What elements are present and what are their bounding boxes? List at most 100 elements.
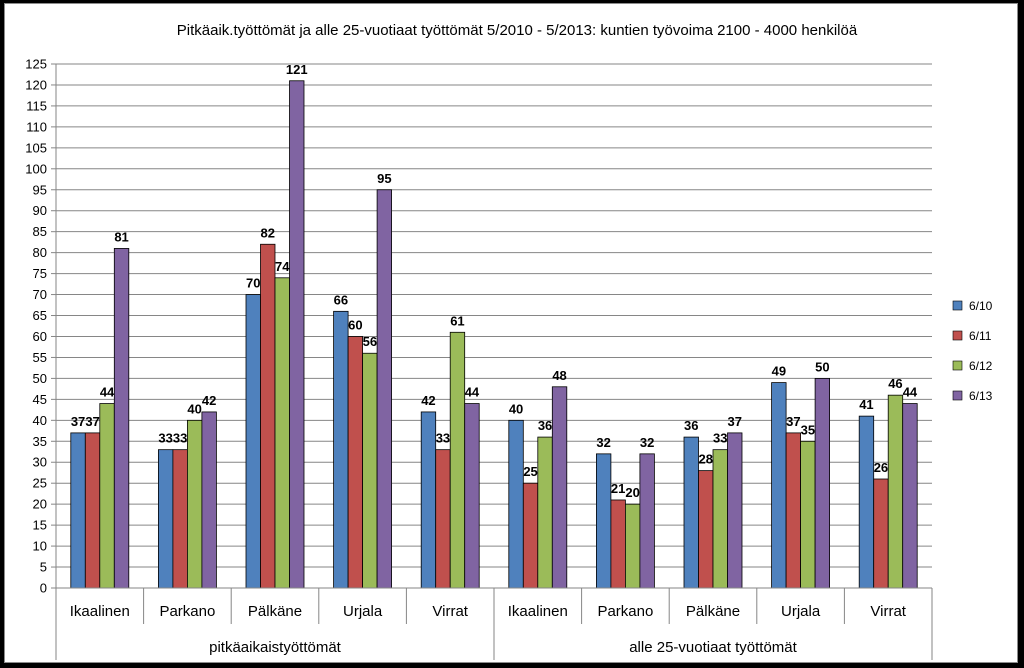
legend-swatch bbox=[952, 360, 963, 371]
data-label: 44 bbox=[100, 385, 115, 400]
bar bbox=[508, 419, 524, 589]
data-label: 95 bbox=[377, 171, 391, 186]
category-label: Urjala bbox=[343, 603, 383, 620]
y-tick-label: 40 bbox=[33, 413, 47, 428]
bar bbox=[289, 80, 305, 589]
category-label: Pälkäne bbox=[686, 603, 740, 620]
bar bbox=[362, 352, 378, 589]
data-label: 42 bbox=[421, 393, 435, 408]
data-label: 121 bbox=[286, 62, 308, 77]
bar bbox=[333, 310, 349, 589]
data-label: 46 bbox=[888, 376, 902, 391]
bar bbox=[712, 449, 728, 589]
group-label: pitkäaikaistyöttömät bbox=[209, 639, 342, 656]
bar bbox=[887, 394, 904, 589]
bar bbox=[771, 382, 787, 589]
legend-swatch bbox=[952, 300, 963, 311]
y-tick-label: 15 bbox=[33, 518, 47, 533]
y-tick-label: 30 bbox=[33, 455, 47, 470]
y-tick-label: 65 bbox=[33, 308, 47, 323]
bar bbox=[727, 432, 743, 589]
data-label: 36 bbox=[538, 418, 552, 433]
legend-swatch bbox=[952, 390, 963, 401]
bars bbox=[70, 80, 918, 589]
data-label: 37 bbox=[786, 414, 800, 429]
y-tick-label: 90 bbox=[33, 203, 47, 218]
bar bbox=[800, 440, 816, 589]
legend: 6/10 6/11 6/12 6/13 bbox=[952, 299, 993, 403]
data-label: 33 bbox=[158, 431, 172, 446]
y-tick-label: 55 bbox=[33, 350, 47, 365]
category-label: Virrat bbox=[432, 603, 468, 620]
y-tick-label: 125 bbox=[25, 57, 47, 72]
data-label: 37 bbox=[71, 414, 85, 429]
category-label: Pälkäne bbox=[248, 603, 302, 620]
category-labels: Ikaalinen Parkano Pälkäne Urjala Virrat Ikaal… bbox=[55, 588, 933, 660]
data-label: 37 bbox=[728, 414, 742, 429]
y-tick-label: 5 bbox=[40, 560, 47, 575]
y-tick-label: 80 bbox=[33, 245, 47, 260]
data-label: 48 bbox=[552, 368, 566, 383]
bar bbox=[347, 336, 364, 589]
legend-label: 6/10 bbox=[969, 299, 993, 313]
data-label: 41 bbox=[859, 397, 873, 412]
category-label: Parkano bbox=[597, 603, 653, 620]
bar bbox=[172, 449, 188, 589]
bar bbox=[420, 411, 437, 589]
bar bbox=[858, 415, 875, 589]
data-label: 61 bbox=[450, 313, 464, 328]
bar bbox=[245, 294, 261, 589]
group-label: alle 25-vuotiaat työttömät bbox=[629, 639, 797, 656]
data-label: 40 bbox=[187, 401, 201, 416]
bar bbox=[785, 432, 801, 589]
y-tick-label: 35 bbox=[33, 434, 47, 449]
chart-title: Pitkäaik.työttömät ja alle 25-vuotiaat t… bbox=[177, 22, 858, 39]
y-tick-label: 110 bbox=[26, 119, 47, 134]
bar bbox=[537, 436, 553, 589]
legend-label: 6/12 bbox=[969, 359, 993, 373]
data-label: 82 bbox=[261, 225, 275, 240]
bar bbox=[84, 432, 101, 589]
y-tick-label: 100 bbox=[25, 161, 47, 176]
data-label: 28 bbox=[699, 452, 713, 467]
chart-frame: Pitkäaik.työttömät ja alle 25-vuotiaat t… bbox=[4, 3, 1018, 663]
bar bbox=[596, 453, 612, 589]
category-label: Parkano bbox=[159, 603, 215, 620]
data-label: 49 bbox=[772, 364, 786, 379]
bar bbox=[522, 482, 539, 589]
bar bbox=[201, 411, 217, 589]
data-label: 33 bbox=[173, 431, 187, 446]
legend-label: 6/11 bbox=[969, 329, 992, 343]
bar bbox=[274, 277, 290, 589]
bar bbox=[873, 478, 889, 589]
bar bbox=[639, 453, 655, 589]
y-tick-label: 115 bbox=[26, 98, 47, 113]
bar-chart: Pitkäaik.työttömät ja alle 25-vuotiaat t… bbox=[25, 22, 993, 660]
data-label: 81 bbox=[114, 229, 128, 244]
y-tick-label: 85 bbox=[33, 224, 47, 239]
data-label: 40 bbox=[509, 401, 523, 416]
data-label: 32 bbox=[640, 435, 654, 450]
data-label: 36 bbox=[684, 418, 698, 433]
bar bbox=[113, 248, 130, 589]
bar bbox=[464, 403, 480, 589]
bar bbox=[70, 432, 86, 589]
category-label: Ikaalinen bbox=[70, 603, 130, 620]
data-label: 74 bbox=[275, 259, 290, 274]
data-label: 56 bbox=[363, 334, 377, 349]
y-tick-label: 70 bbox=[33, 287, 47, 302]
data-label: 44 bbox=[903, 385, 918, 400]
data-label: 35 bbox=[801, 422, 815, 437]
data-label: 25 bbox=[523, 464, 537, 479]
bar bbox=[698, 470, 714, 589]
data-label: 50 bbox=[815, 359, 829, 374]
data-label: 32 bbox=[596, 435, 610, 450]
data-label: 21 bbox=[611, 481, 625, 496]
data-label: 66 bbox=[334, 292, 348, 307]
y-tick-label: 10 bbox=[33, 539, 47, 554]
bar bbox=[551, 386, 568, 589]
data-label: 33 bbox=[436, 431, 450, 446]
bar bbox=[435, 449, 451, 589]
data-label: 37 bbox=[85, 414, 99, 429]
